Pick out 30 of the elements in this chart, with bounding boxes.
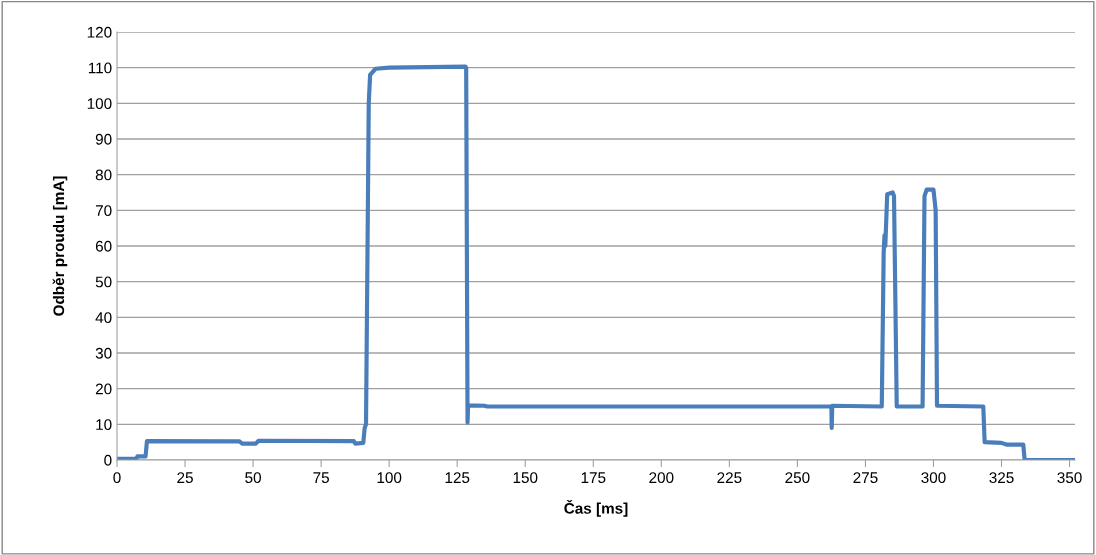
x-tick-label: 250 — [785, 472, 810, 484]
y-tick-label: 50 — [95, 276, 112, 288]
y-tick-label: 0 — [104, 454, 112, 466]
x-tick-label: 0 — [113, 472, 121, 484]
y-tick-label: 70 — [95, 205, 112, 217]
y-tick-label: 40 — [95, 312, 112, 324]
y-axis-title: Odběr proudu [mA] — [52, 176, 68, 316]
x-tick-label: 150 — [513, 472, 538, 484]
x-tick-label: 75 — [313, 472, 329, 484]
y-tick-label: 80 — [95, 169, 112, 181]
x-axis-title: Čas [ms] — [564, 499, 628, 517]
y-tick-label: 10 — [96, 419, 112, 431]
y-tick-label: 20 — [95, 383, 112, 395]
x-tick-label: 25 — [177, 472, 193, 484]
y-tick-label: 60 — [95, 240, 112, 252]
y-tick-label: 100 — [87, 98, 112, 110]
y-tick-label: 120 — [87, 26, 112, 38]
x-tick-label: 350 — [1057, 472, 1082, 484]
x-tick-label: 275 — [853, 472, 878, 484]
x-tick-label: 200 — [649, 472, 674, 484]
x-tick-label: 225 — [717, 472, 742, 484]
x-tick-label: 175 — [581, 472, 606, 484]
x-tick-label: 300 — [921, 472, 946, 484]
x-tick-label: 125 — [445, 472, 470, 484]
y-tick-label: 30 — [95, 347, 112, 359]
y-tick-label: 90 — [95, 133, 112, 145]
x-tick-label: 50 — [245, 472, 261, 484]
x-tick-label: 100 — [377, 472, 402, 484]
x-tick-label: 325 — [989, 472, 1014, 484]
y-tick-label: 110 — [88, 62, 112, 74]
